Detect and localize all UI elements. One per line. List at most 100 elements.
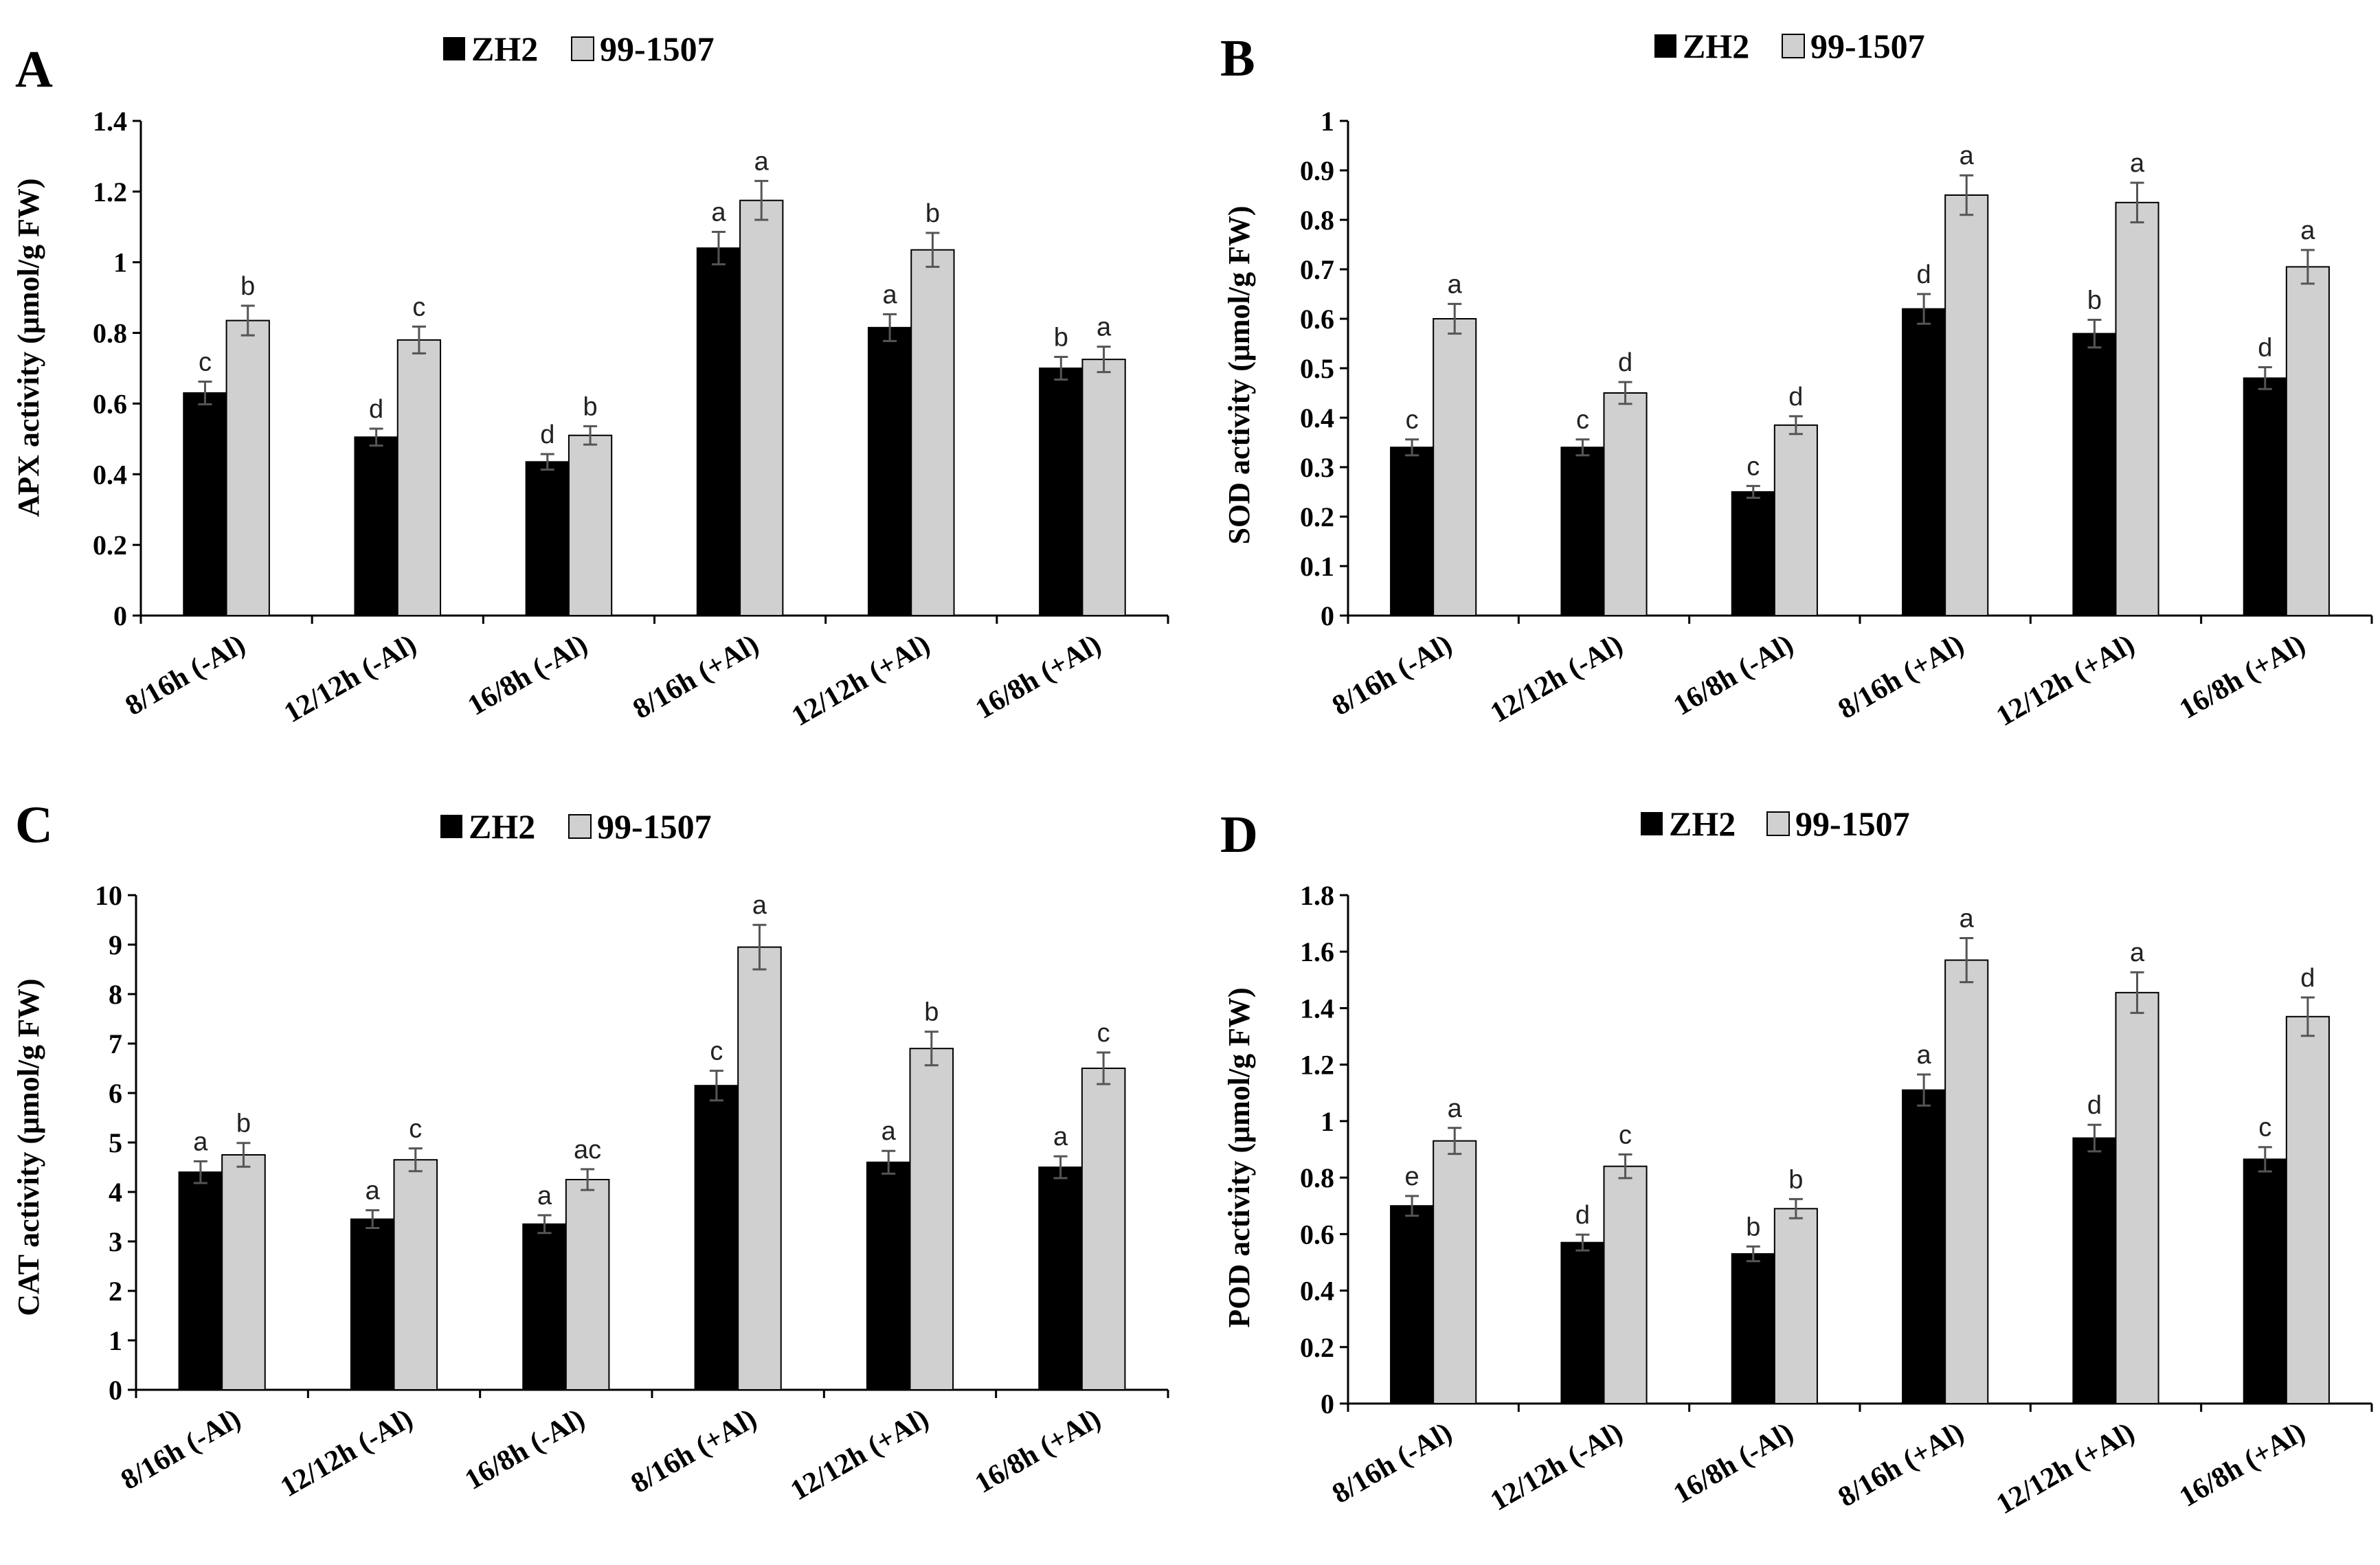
significance-label: a <box>366 1177 381 1206</box>
y-tick-label: 0.9 <box>1300 155 1334 186</box>
bar-zh2 <box>526 462 569 616</box>
bar-99-1507 <box>1082 1068 1125 1390</box>
significance-label: b <box>1788 1165 1803 1194</box>
legend-label-99-1507: 99-1507 <box>1795 804 1910 843</box>
x-category-label: 8/16h (+Al) <box>628 629 764 725</box>
x-category-label: 12/12h (-Al) <box>1485 629 1628 730</box>
significance-label: b <box>924 998 939 1027</box>
y-tick-label: 9 <box>109 930 122 960</box>
chart-panel-c: C ZH2 99-1507 CAT activity (μmol/g FW) 0… <box>12 796 1168 1507</box>
x-category-label: 8/16h (-Al) <box>120 629 251 722</box>
x-category-label: 16/8h (+Al) <box>970 629 1106 725</box>
legend-swatch-99-1507 <box>1782 34 1804 58</box>
significance-label: d <box>2087 1091 2102 1120</box>
significance-label: d <box>2258 334 2272 363</box>
significance-label: d <box>369 395 383 424</box>
bar-zh2 <box>2073 1138 2115 1404</box>
bar-zh2 <box>1391 447 1433 616</box>
bar-99-1507 <box>2116 993 2159 1404</box>
y-tick-label: 1 <box>1321 1106 1334 1137</box>
y-tick-label: 1.4 <box>1300 993 1334 1024</box>
y-tick-label: 5 <box>109 1127 122 1158</box>
y-tick-label: 0 <box>109 1375 122 1406</box>
legend-swatch-99-1507 <box>1767 812 1789 835</box>
x-category-label: 8/16h (-Al) <box>115 1403 246 1496</box>
x-category-label: 16/8h (-Al) <box>460 1403 590 1496</box>
x-category-label: 12/12h (+Al) <box>1991 629 2140 733</box>
bar-zh2 <box>697 248 740 616</box>
bar-99-1507 <box>2287 1017 2329 1404</box>
y-tick-label: 0.6 <box>1300 304 1334 335</box>
y-tick-label: 0.6 <box>1300 1219 1334 1250</box>
y-tick-label: 0 <box>113 600 127 631</box>
significance-label: c <box>412 293 425 322</box>
y-tick-label: 6 <box>109 1078 122 1109</box>
bar-99-1507 <box>2287 267 2329 616</box>
bar-99-1507 <box>2116 203 2159 616</box>
y-axis-label: APX activity (μmol/g FW) <box>12 179 45 517</box>
chart-panel-d: D ZH2 99-1507 POD activity (μmol/g FW) 0… <box>1220 804 2372 1520</box>
bar-zh2 <box>2244 378 2287 616</box>
x-category-label: 16/8h (+Al) <box>2175 629 2311 725</box>
significance-label: b <box>240 272 255 301</box>
y-tick-label: 1.2 <box>1300 1050 1334 1081</box>
y-tick-label: 0.8 <box>1300 205 1334 236</box>
bar-zh2 <box>868 328 911 616</box>
significance-label: b <box>1054 324 1068 352</box>
y-axis-label: POD activity (μmol/g FW) <box>1222 987 1256 1327</box>
significance-label: b <box>1746 1213 1760 1241</box>
significance-label: b <box>925 199 940 228</box>
significance-label: ac <box>574 1136 601 1164</box>
bar-99-1507 <box>1775 1208 1817 1404</box>
bar-zh2 <box>695 1085 739 1390</box>
significance-label: a <box>537 1182 552 1211</box>
y-tick-label: 4 <box>109 1177 122 1208</box>
y-tick-label: 1.6 <box>1300 936 1334 967</box>
y-tick-label: 0.6 <box>93 388 127 419</box>
bar-zh2 <box>183 393 226 616</box>
x-category-label: 16/8h (-Al) <box>1668 1417 1799 1510</box>
significance-label: a <box>2300 216 2315 245</box>
x-category-label: 8/16h (-Al) <box>1327 629 1457 722</box>
x-category-label: 12/12h (-Al) <box>279 629 422 730</box>
panel-letter-a: A <box>15 41 53 98</box>
y-tick-label: 0.3 <box>1300 452 1334 483</box>
x-category-label: 12/12h (+Al) <box>1991 1417 2140 1521</box>
y-tick-label: 0.2 <box>93 530 127 561</box>
significance-label: a <box>883 280 898 309</box>
legend-label-zh2: ZH2 <box>471 30 538 68</box>
x-category-label: 16/8h (+Al) <box>2175 1417 2311 1513</box>
legend-label-zh2: ZH2 <box>469 807 535 846</box>
bar-99-1507 <box>1604 393 1647 616</box>
y-tick-label: 0.8 <box>93 318 127 349</box>
x-category-label: 8/16h (+Al) <box>626 1403 762 1500</box>
bar-zh2 <box>351 1219 394 1390</box>
bar-99-1507 <box>1945 960 1988 1404</box>
bar-zh2 <box>1561 447 1604 616</box>
significance-label: a <box>1960 904 1975 933</box>
y-tick-label: 3 <box>109 1226 122 1257</box>
significance-label: d <box>2300 964 2315 993</box>
x-category-label: 16/8h (-Al) <box>462 629 593 722</box>
significance-label: a <box>1960 142 1975 170</box>
bar-99-1507 <box>398 340 440 616</box>
y-tick-label: 0.4 <box>1300 1276 1334 1307</box>
x-category-label: 12/12h (-Al) <box>276 1403 418 1504</box>
legend-swatch-zh2 <box>1654 34 1676 58</box>
x-category-label: 8/16h (-Al) <box>1327 1417 1457 1510</box>
bar-99-1507 <box>910 1048 954 1390</box>
bar-zh2 <box>1391 1206 1433 1404</box>
y-tick-label: 1.8 <box>1300 880 1334 911</box>
bar-zh2 <box>1561 1243 1604 1404</box>
legend-swatch-99-1507 <box>569 815 591 838</box>
significance-label: d <box>1575 1201 1590 1230</box>
bar-zh2 <box>523 1224 566 1390</box>
y-tick-label: 1.4 <box>93 106 127 137</box>
significance-label: d <box>1618 348 1632 377</box>
significance-label: e <box>1405 1162 1419 1191</box>
significance-label: c <box>710 1037 723 1066</box>
significance-label: d <box>1917 260 1931 289</box>
bar-99-1507 <box>911 250 954 616</box>
x-category-label: 8/16h (+Al) <box>1833 1417 1969 1513</box>
y-tick-label: 1 <box>1321 106 1334 137</box>
